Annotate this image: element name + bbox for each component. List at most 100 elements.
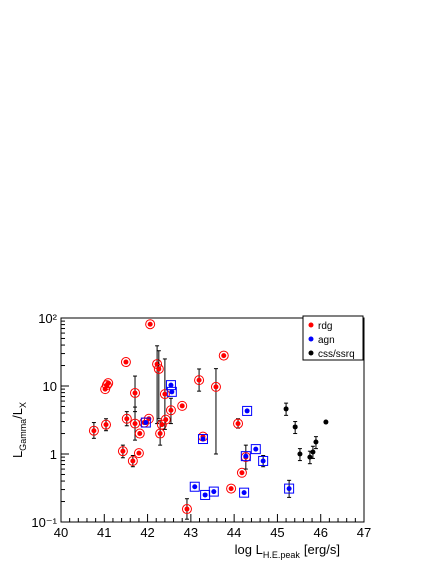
marker-ring (160, 414, 171, 425)
marker-box (140, 417, 151, 428)
legend-marker (308, 322, 314, 328)
point (137, 431, 143, 437)
marker-ring (210, 381, 221, 392)
marker-ring (145, 319, 156, 330)
x-tick-label: 47 (357, 525, 371, 540)
marker-ring (101, 380, 112, 391)
point (136, 450, 142, 456)
marker-ring (218, 350, 229, 361)
point (163, 417, 169, 423)
point (105, 380, 111, 386)
y-title-sub2: X (18, 402, 28, 408)
y-tick-label: 10² (38, 311, 57, 326)
x-tick-label: 40 (54, 525, 68, 540)
x-tick-label: 41 (97, 525, 111, 540)
marker-ring (153, 363, 164, 374)
y-tick-label: 10 (43, 379, 57, 394)
marker-ring (130, 387, 141, 398)
point (103, 422, 109, 428)
x-tick-label: 42 (140, 525, 154, 540)
legend-marker (308, 336, 314, 342)
point (120, 448, 126, 454)
point (168, 407, 174, 413)
marker-ring (156, 419, 167, 430)
point (143, 420, 149, 426)
x-tick-label: 46 (313, 525, 327, 540)
point (130, 458, 136, 464)
point (292, 424, 298, 430)
point (221, 353, 227, 359)
point (253, 446, 259, 452)
marker-ring (236, 467, 247, 478)
marker-box (240, 451, 251, 462)
legend-label: rdg (318, 321, 332, 332)
point (297, 451, 303, 457)
marker-box (242, 405, 253, 416)
marker-ring (143, 413, 154, 424)
legend-label: agn (318, 335, 335, 346)
y-title-mid: /L (10, 408, 25, 419)
point (211, 489, 217, 495)
point (200, 436, 206, 442)
marker-box (208, 486, 219, 497)
marker-ring (134, 428, 145, 439)
plot-frame (60, 317, 365, 523)
point (310, 449, 316, 455)
marker-box (189, 481, 200, 492)
y-title-sub: Gamma (18, 419, 28, 451)
x-title-text: log L (235, 542, 263, 557)
point (323, 419, 329, 425)
marker-ring (233, 418, 244, 429)
marker-ring (117, 446, 128, 457)
y-tick-label: 1 (50, 447, 57, 462)
marker-ring (159, 389, 170, 400)
marker-ring (181, 504, 192, 515)
x-tick-label: 44 (227, 525, 241, 540)
point (244, 408, 250, 414)
marker-ring (88, 425, 99, 436)
point (228, 486, 234, 492)
marker-ring (133, 448, 144, 459)
point (196, 377, 202, 383)
y-axis-title: LGamma/LX (10, 402, 28, 458)
marker-ring (121, 413, 132, 424)
point (159, 422, 165, 428)
point (162, 391, 168, 397)
point (156, 366, 162, 372)
point (283, 406, 289, 412)
point (123, 359, 129, 365)
point (132, 390, 138, 396)
marker-ring (165, 405, 176, 416)
point (169, 389, 175, 395)
marker-ring (226, 483, 237, 494)
point (157, 431, 163, 437)
marker-box (250, 444, 261, 455)
marker-box (258, 455, 269, 466)
x-title-suffix: [erg/s] (304, 542, 340, 557)
marker-box (284, 483, 295, 494)
point (202, 492, 208, 498)
marker-ring (127, 455, 138, 466)
marker-ring (177, 400, 188, 411)
point (239, 470, 245, 476)
point (91, 428, 97, 434)
marker-box (239, 487, 250, 498)
point (168, 382, 174, 388)
legend-marker (308, 350, 314, 356)
y-title-text: L (10, 451, 25, 458)
marker-ring (103, 378, 114, 389)
point (132, 421, 138, 427)
legend-label: css/ssrq (318, 349, 355, 360)
point (213, 384, 219, 390)
point (192, 484, 198, 490)
marker-ring (194, 375, 205, 386)
point (260, 458, 266, 464)
x-tick-label: 45 (270, 525, 284, 540)
x-title-sub: H.E.peak (263, 550, 301, 560)
point (184, 506, 190, 512)
x-axis-title: log LH.E.peak [erg/s] (235, 542, 340, 560)
point (243, 453, 249, 459)
point (286, 486, 292, 492)
